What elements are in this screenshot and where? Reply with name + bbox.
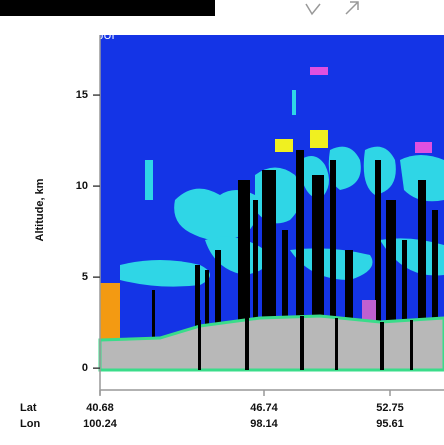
plot-area: JUI bbox=[98, 30, 444, 372]
stratospheric bbox=[310, 67, 328, 75]
invalid bbox=[275, 139, 293, 152]
toolbar-icon[interactable] bbox=[305, 3, 321, 16]
stratospheric bbox=[362, 300, 376, 322]
y-tick-label: 0 bbox=[82, 362, 88, 374]
y-tick-label: 10 bbox=[76, 180, 88, 192]
x-tick-label: 98.14 bbox=[250, 418, 278, 430]
y-tick-label: 15 bbox=[76, 89, 88, 101]
x-tick-label: 40.68 bbox=[86, 402, 114, 414]
attenuated bbox=[152, 150, 438, 370]
y-tick-label: 5 bbox=[82, 271, 88, 283]
x-tick-label: 46.74 bbox=[250, 402, 278, 414]
surface bbox=[98, 314, 444, 372]
invalid bbox=[310, 130, 328, 148]
attenuated bbox=[198, 316, 413, 370]
x-tick-label: 100.24 bbox=[83, 418, 118, 430]
aerosol-block bbox=[100, 283, 120, 340]
toolbar-icon[interactable] bbox=[345, 1, 359, 15]
toolbar-bar bbox=[0, 0, 215, 16]
x-row-name: Lat bbox=[20, 402, 37, 414]
x-tick-label: 95.61 bbox=[376, 418, 404, 430]
y-axis-label: Altitude, km bbox=[34, 178, 46, 241]
cloud-layer bbox=[120, 90, 444, 287]
x-tick-label: 52.75 bbox=[376, 402, 404, 414]
x-row-name: Lon bbox=[20, 418, 40, 430]
stratospheric bbox=[415, 142, 432, 153]
chart-title: JUI bbox=[98, 30, 115, 42]
